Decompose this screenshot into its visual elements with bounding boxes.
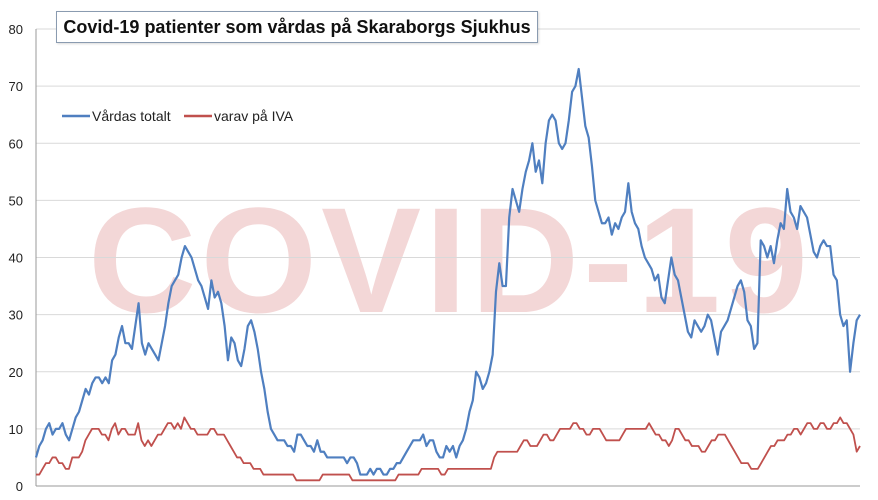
y-tick-label: 10 (9, 422, 23, 437)
y-tick-label: 0 (16, 479, 23, 494)
y-tick-label: 40 (9, 251, 23, 266)
y-tick-label: 30 (9, 308, 23, 323)
y-tick-label: 20 (9, 365, 23, 380)
chart-title-box: Covid-19 patienter som vårdas på Skarabo… (56, 11, 538, 43)
y-tick-label: 50 (9, 193, 23, 208)
watermark: COVID-19 (88, 176, 812, 344)
y-axis: 0 10 20 30 40 50 60 70 80 (9, 22, 37, 494)
y-tick-label: 70 (9, 79, 23, 94)
series-line-iva (36, 416, 861, 482)
legend-label: varav på IVA (214, 108, 294, 124)
watermark-text: COVID-19 (88, 176, 812, 344)
series-line-total (34, 67, 861, 476)
series-lines (34, 67, 861, 482)
y-tick-label: 60 (9, 136, 23, 151)
chart-title: Covid-19 patienter som vårdas på Skarabo… (63, 16, 531, 37)
y-tick-label: 80 (9, 22, 23, 37)
legend: Vårdas totalt varav på IVA (62, 108, 294, 124)
gridlines (36, 28, 860, 487)
legend-label: Vårdas totalt (92, 108, 171, 124)
